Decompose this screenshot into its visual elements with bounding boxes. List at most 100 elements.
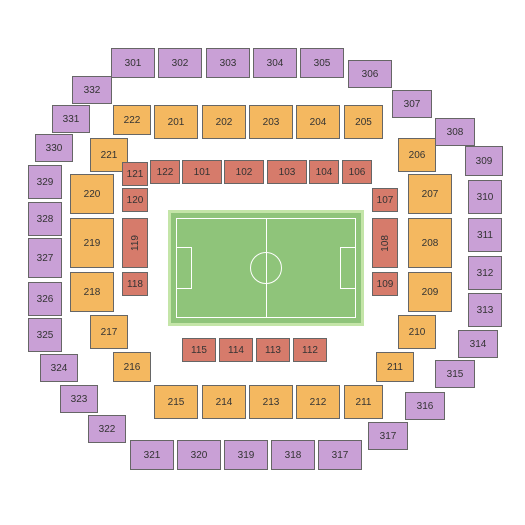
section-323[interactable]: 323	[60, 385, 98, 413]
section-313[interactable]: 313	[468, 293, 502, 327]
section-102[interactable]: 102	[224, 160, 264, 184]
section-215[interactable]: 215	[154, 385, 198, 419]
section-302[interactable]: 302	[158, 48, 202, 78]
section-label: 307	[404, 99, 421, 110]
section-211[interactable]: 211	[376, 352, 414, 382]
section-314[interactable]: 314	[458, 330, 498, 358]
section-label: 310	[477, 192, 494, 203]
section-122[interactable]: 122	[150, 160, 180, 184]
section-201[interactable]: 201	[154, 105, 198, 139]
section-213[interactable]: 213	[249, 385, 293, 419]
section-label: 218	[84, 287, 101, 298]
section-108[interactable]: 108	[372, 218, 398, 268]
section-219[interactable]: 219	[70, 218, 114, 268]
section-324[interactable]: 324	[40, 354, 78, 382]
section-205[interactable]: 205	[344, 105, 383, 139]
section-304[interactable]: 304	[253, 48, 297, 78]
section-label: 211	[356, 397, 372, 408]
section-label: 107	[377, 195, 394, 206]
section-312[interactable]: 312	[468, 256, 502, 290]
section-303[interactable]: 303	[206, 48, 250, 78]
section-120[interactable]: 120	[122, 188, 148, 212]
section-214[interactable]: 214	[202, 385, 246, 419]
section-311[interactable]: 311	[468, 218, 502, 252]
section-217[interactable]: 217	[90, 315, 128, 349]
section-107[interactable]: 107	[372, 188, 398, 212]
section-103[interactable]: 103	[267, 160, 307, 184]
soccer-field	[168, 210, 364, 326]
section-319[interactable]: 319	[224, 440, 268, 470]
section-326[interactable]: 326	[28, 282, 62, 316]
section-label: 220	[84, 189, 101, 200]
section-220[interactable]: 220	[70, 174, 114, 214]
section-label: 203	[263, 117, 280, 128]
section-318[interactable]: 318	[271, 440, 315, 470]
section-113[interactable]: 113	[256, 338, 290, 362]
section-209[interactable]: 209	[408, 272, 452, 312]
section-101[interactable]: 101	[182, 160, 222, 184]
section-label: 302	[172, 58, 189, 69]
section-118[interactable]: 118	[122, 272, 148, 296]
section-label: 323	[71, 394, 88, 405]
section-305[interactable]: 305	[300, 48, 344, 78]
section-222[interactable]: 222	[113, 105, 151, 135]
section-label: 311	[477, 230, 493, 241]
section-label: 119	[130, 235, 141, 251]
section-218[interactable]: 218	[70, 272, 114, 312]
section-316[interactable]: 316	[405, 392, 445, 420]
section-label: 301	[125, 58, 142, 69]
section-328[interactable]: 328	[28, 202, 62, 236]
section-332[interactable]: 332	[72, 76, 112, 104]
section-104[interactable]: 104	[309, 160, 339, 184]
section-317[interactable]: 317	[368, 422, 408, 450]
section-212[interactable]: 212	[296, 385, 340, 419]
section-325[interactable]: 325	[28, 318, 62, 352]
section-301[interactable]: 301	[111, 48, 155, 78]
section-label: 209	[422, 287, 439, 298]
section-310[interactable]: 310	[468, 180, 502, 214]
section-208[interactable]: 208	[408, 218, 452, 268]
section-206[interactable]: 206	[398, 138, 436, 172]
section-label: 329	[37, 177, 54, 188]
section-label: 317	[380, 431, 397, 442]
section-label: 102	[236, 167, 253, 178]
section-label: 106	[349, 167, 366, 178]
section-112[interactable]: 112	[293, 338, 327, 362]
section-308[interactable]: 308	[435, 118, 475, 146]
section-306[interactable]: 306	[348, 60, 392, 88]
section-307[interactable]: 307	[392, 90, 432, 118]
section-119[interactable]: 119	[122, 218, 148, 268]
section-210[interactable]: 210	[398, 315, 436, 349]
section-309[interactable]: 309	[465, 146, 503, 176]
section-label: 205	[355, 117, 372, 128]
section-327[interactable]: 327	[28, 238, 62, 278]
section-216[interactable]: 216	[113, 352, 151, 382]
section-322[interactable]: 322	[88, 415, 126, 443]
section-330[interactable]: 330	[35, 134, 73, 162]
section-211b[interactable]: 211	[344, 385, 383, 419]
section-115[interactable]: 115	[182, 338, 216, 362]
section-331[interactable]: 331	[52, 105, 90, 133]
section-329[interactable]: 329	[28, 165, 62, 199]
section-109[interactable]: 109	[372, 272, 398, 296]
section-label: 321	[144, 450, 161, 461]
section-317b[interactable]: 317	[318, 440, 362, 470]
section-202[interactable]: 202	[202, 105, 246, 139]
goal-box-right	[340, 247, 356, 289]
section-207[interactable]: 207	[408, 174, 452, 214]
section-label: 316	[417, 401, 434, 412]
section-label: 222	[124, 115, 141, 126]
section-121[interactable]: 121	[122, 162, 148, 186]
section-label: 214	[216, 397, 233, 408]
section-label: 118	[127, 279, 143, 290]
section-114[interactable]: 114	[219, 338, 253, 362]
section-106[interactable]: 106	[342, 160, 372, 184]
section-320[interactable]: 320	[177, 440, 221, 470]
section-315[interactable]: 315	[435, 360, 475, 388]
section-203[interactable]: 203	[249, 105, 293, 139]
section-label: 306	[362, 69, 379, 80]
section-204[interactable]: 204	[296, 105, 340, 139]
section-label: 202	[216, 117, 233, 128]
section-label: 325	[37, 330, 54, 341]
section-321[interactable]: 321	[130, 440, 174, 470]
